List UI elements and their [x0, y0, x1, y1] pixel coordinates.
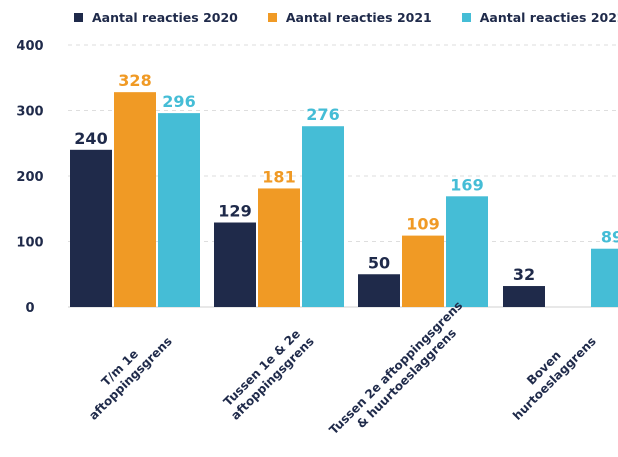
- bar-1-1: [70, 149, 112, 307]
- bar-3-1: [158, 113, 200, 308]
- legend-label-2021: Aantal reacties 2021: [285, 10, 432, 25]
- x-tick-label-line: & huurtoeslaggrens: [354, 326, 459, 431]
- x-tick-label-2: Tussen 1e & 2eaftoppingsgrens: [218, 324, 317, 423]
- bar-3-2: [302, 126, 344, 307]
- y-tick-label-100: 100: [16, 236, 43, 251]
- bar-3-4: [591, 248, 618, 307]
- data-label-3-1: 296: [162, 92, 195, 111]
- data-label-1-3: 50: [368, 253, 390, 272]
- bar-1-4: [503, 286, 545, 307]
- legend-item-2021: Aantal reacties 2021: [267, 10, 432, 25]
- data-label-2-3: 109: [406, 215, 439, 234]
- y-tick-label-200: 200: [16, 170, 43, 185]
- x-tick-label-4: Bovenhurtoeslaggrens: [500, 324, 599, 423]
- x-tick-label-3: Tussen 2e aftoppingsgrens& huurtoeslaggr…: [326, 298, 475, 447]
- data-label-3-3: 169: [450, 175, 483, 194]
- x-tick-label-line: Tussen 2e aftoppingsgrens: [326, 298, 465, 437]
- legend-item-2022: Aantal reacties 2022: [461, 10, 618, 25]
- bar-1-2: [214, 222, 256, 307]
- bar-1-3: [358, 274, 400, 307]
- y-tick-label-0: 0: [25, 301, 34, 316]
- data-label-2-2: 181: [262, 167, 295, 186]
- legend-item-2020: Aantal reacties 2020: [74, 10, 238, 25]
- bar-2-1: [114, 92, 156, 307]
- bar-2-3: [402, 235, 444, 307]
- legend-label-2022: Aantal reacties 2022: [479, 10, 618, 25]
- data-label-3-2: 276: [306, 105, 339, 124]
- data-label-3-4: 89: [601, 228, 618, 247]
- bar-2-2: [258, 188, 300, 307]
- legend-swatch-2021: [267, 13, 277, 22]
- data-label-1-1: 240: [74, 129, 107, 148]
- y-tick-label-300: 300: [16, 105, 43, 120]
- data-label-1-2: 129: [218, 202, 251, 221]
- y-tick-label-400: 400: [16, 39, 43, 54]
- chart-legend: Aantal reacties 2020 Aantal reacties 202…: [74, 10, 618, 25]
- data-label-2-1: 328: [118, 71, 151, 90]
- x-tick-label-1: T/m 1eaftoppingsgrens: [76, 324, 175, 423]
- legend-label-2020: Aantal reacties 2020: [92, 10, 238, 25]
- bar-3-3: [446, 196, 488, 307]
- x-tick-label-line: hurtoeslaggrens: [510, 334, 599, 423]
- legend-swatch-2020: [74, 13, 83, 22]
- legend-swatch-2022: [461, 13, 471, 22]
- data-label-1-4: 32: [513, 265, 535, 284]
